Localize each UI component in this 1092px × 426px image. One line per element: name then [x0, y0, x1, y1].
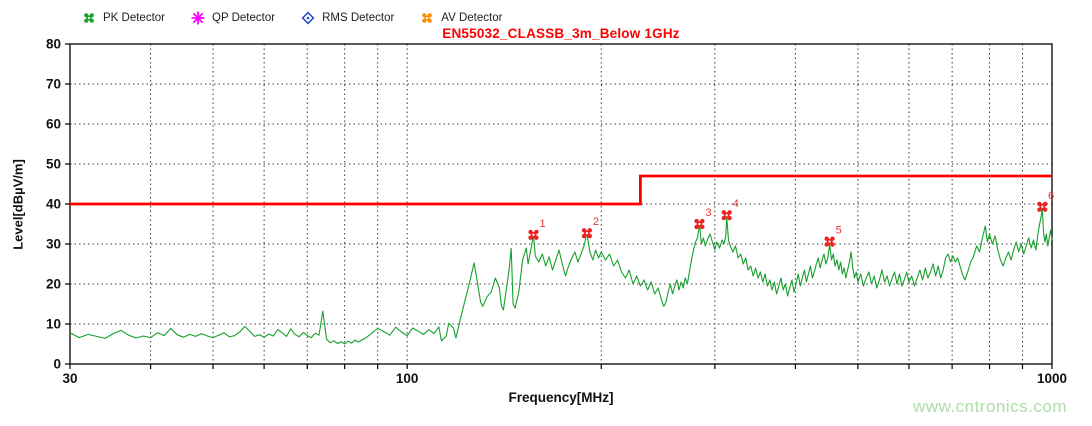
- detector-legend: PK Detector QP Detector RMS Detector: [82, 11, 502, 25]
- rms-detector-icon: [301, 11, 315, 25]
- legend-label-rms: RMS Detector: [322, 12, 395, 24]
- qp-detector-icon: [191, 11, 205, 25]
- y-axis-title: Level[dBµV/m]: [10, 159, 26, 250]
- y-tick-label: 40: [46, 197, 61, 212]
- peak-marker-number: 4: [733, 198, 739, 210]
- peak-marker-icon: [824, 236, 835, 247]
- legend-item-qp: QP Detector: [191, 11, 275, 25]
- x-axis-title: Frequency[MHz]: [508, 390, 614, 405]
- legend-item-rms: RMS Detector: [301, 11, 394, 25]
- peak-marker-number: 6: [1048, 190, 1054, 202]
- peak-marker-number: 1: [539, 218, 545, 230]
- peak-marker-number: 5: [836, 225, 842, 237]
- x-tick-label: 30: [62, 371, 77, 386]
- peak-marker-icon: [1037, 201, 1048, 212]
- peak-marker-icon: [528, 229, 539, 240]
- legend-item-av: AV Detector: [420, 11, 502, 25]
- chart-title: EN55032_CLASSB_3m_Below 1GHz: [442, 26, 680, 41]
- av-detector-icon: [422, 13, 433, 23]
- legend-label-qp: QP Detector: [212, 12, 276, 24]
- peak-marker-icon: [721, 210, 732, 221]
- x-tick-label: 1000: [1037, 371, 1067, 386]
- y-tick-label: 80: [46, 37, 61, 52]
- y-tick-label: 50: [46, 157, 61, 172]
- peak-marker-number: 2: [593, 216, 599, 228]
- y-tick-label: 10: [46, 317, 61, 332]
- class-b-limit-line: [70, 174, 1052, 206]
- y-tick-label: 0: [53, 357, 61, 372]
- y-tick-label: 70: [46, 77, 61, 92]
- y-tick-label: 30: [46, 237, 61, 252]
- y-tick-label: 60: [46, 117, 61, 132]
- pk-detector-trace: [69, 208, 1053, 345]
- x-tick-label: 100: [396, 371, 419, 386]
- watermark-text: www.cntronics.com: [913, 397, 1067, 416]
- legend-item-pk: PK Detector: [82, 11, 165, 25]
- pk-detector-icon: [84, 13, 94, 23]
- legend-label-pk: PK Detector: [103, 12, 165, 24]
- legend-label-av: AV Detector: [441, 12, 503, 24]
- peak-marker-icon: [581, 228, 593, 239]
- y-tick-label: 20: [46, 277, 61, 292]
- peak-marker-number: 3: [705, 207, 711, 219]
- peak-marker-icon: [694, 218, 705, 230]
